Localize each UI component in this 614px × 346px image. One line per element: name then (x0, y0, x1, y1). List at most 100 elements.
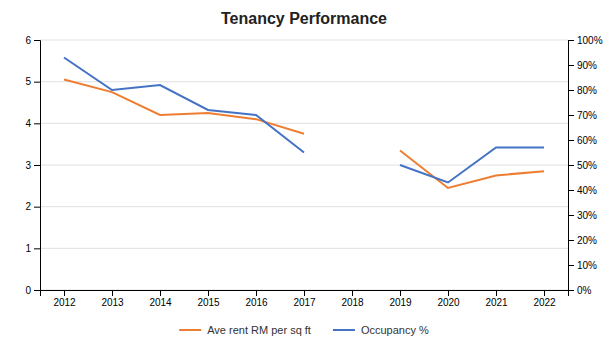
tick-label: 2020 (437, 297, 460, 308)
tick: 20% (568, 235, 597, 246)
tick-mark (568, 165, 574, 166)
tick-label: 2016 (245, 297, 268, 308)
legend-label: Occupancy % (361, 324, 429, 336)
tick-label: 10% (577, 260, 597, 271)
tick-label: 80% (577, 85, 597, 96)
grid-line (40, 165, 568, 166)
tick-label: 0 (25, 285, 31, 296)
grid-line (40, 81, 568, 82)
tick-mark (496, 290, 497, 296)
axis-line (569, 41, 575, 291)
series-line (64, 58, 544, 183)
legend-label: Ave rent RM per sq ft (207, 324, 311, 336)
tick-label: 60% (577, 135, 597, 146)
tick: 50% (568, 160, 597, 171)
tick-label: 2021 (485, 297, 508, 308)
tick-mark (568, 290, 574, 291)
tick-label: 2014 (149, 297, 172, 308)
tick-label: 40% (577, 185, 597, 196)
tick-mark (568, 40, 574, 41)
plot: 2012201320142015201620172018201920202021… (25, 35, 602, 308)
tick: 2021 (485, 290, 508, 308)
marks (64, 58, 544, 188)
title: Tenancy Performance (221, 10, 387, 27)
tick-label: 4 (25, 118, 31, 129)
tick-mark (568, 265, 574, 266)
tick-mark (34, 82, 40, 83)
tick-label: 2019 (389, 297, 412, 308)
axis-line (41, 291, 569, 297)
tick-label: 50% (577, 160, 597, 171)
tick-mark (568, 115, 574, 116)
tick-mark (34, 123, 40, 124)
tick-label: 20% (577, 235, 597, 246)
legend-swatch (179, 329, 201, 331)
tick-mark (304, 290, 305, 296)
tick-label: 1 (25, 243, 31, 254)
axis-line (34, 41, 41, 291)
tick: 2016 (245, 290, 268, 308)
grid-line (40, 206, 568, 207)
tick-label: 2015 (197, 297, 220, 308)
tick: 1 (25, 243, 40, 254)
tick-mark (568, 140, 574, 141)
tick-label: 0% (577, 285, 592, 296)
tick-mark (160, 290, 161, 296)
grid (40, 40, 568, 290)
legend-swatch (333, 329, 355, 331)
tick: 3 (25, 160, 40, 171)
tick-mark (34, 165, 40, 166)
tick-mark (34, 248, 40, 249)
legend-item: Ave rent RM per sq ft (179, 324, 311, 336)
tick: 2 (25, 201, 40, 212)
tick: 2012 (53, 290, 76, 308)
tick-mark (568, 215, 574, 216)
tick-mark (568, 65, 574, 66)
tick: 10% (568, 260, 597, 271)
x-axis: 2012201320142015201620172018201920202021… (41, 290, 569, 308)
tick-label: 3 (25, 160, 31, 171)
tick: 2018 (341, 290, 364, 308)
tick-label: 6 (25, 35, 31, 46)
tick-label: 2022 (533, 297, 556, 308)
y-axis: 0 1 2 3 4 5 6 (25, 35, 40, 296)
tick-label: 2012 (53, 297, 76, 308)
tick: 5 (25, 76, 40, 87)
tick: 0% (568, 285, 592, 296)
grid-line (40, 40, 568, 41)
tick: 60% (568, 135, 597, 146)
tick: 4 (25, 118, 40, 129)
tick-mark (568, 90, 574, 91)
tick-label: 5 (25, 76, 31, 87)
tick-label: 70% (577, 110, 597, 121)
legend: Ave rent RM per sq ft Occupancy % (179, 324, 429, 336)
tick: 2015 (197, 290, 220, 308)
tick-mark (34, 40, 40, 41)
tick-mark (568, 240, 574, 241)
tick-label: 90% (577, 60, 597, 71)
grid-line (40, 248, 568, 249)
tick-mark (34, 207, 40, 208)
series-line (64, 80, 544, 188)
tick-label: 2 (25, 201, 31, 212)
tick: 0 (25, 285, 40, 296)
chart: 2012201320142015201620172018201920202021… (0, 0, 614, 346)
tick-mark (448, 290, 449, 296)
tick-mark (400, 290, 401, 296)
tick-mark (34, 290, 40, 291)
tick: 80% (568, 85, 597, 96)
tick-label: 2018 (341, 297, 364, 308)
tick: 2020 (437, 290, 460, 308)
tick: 2013 (101, 290, 124, 308)
tick: 6 (25, 35, 40, 46)
tick-mark (544, 290, 545, 296)
tick-label: 2013 (101, 297, 124, 308)
tick: 30% (568, 210, 597, 221)
tick-mark (256, 290, 257, 296)
tick-label: 100% (577, 35, 603, 46)
tick-mark (208, 290, 209, 296)
tick: 90% (568, 60, 597, 71)
tick-mark (64, 290, 65, 296)
y2-axis: 0% 10% 20% 30% 40% 50% 60% 70% 80% 90% 100% (568, 35, 603, 296)
grid-line (40, 123, 568, 124)
